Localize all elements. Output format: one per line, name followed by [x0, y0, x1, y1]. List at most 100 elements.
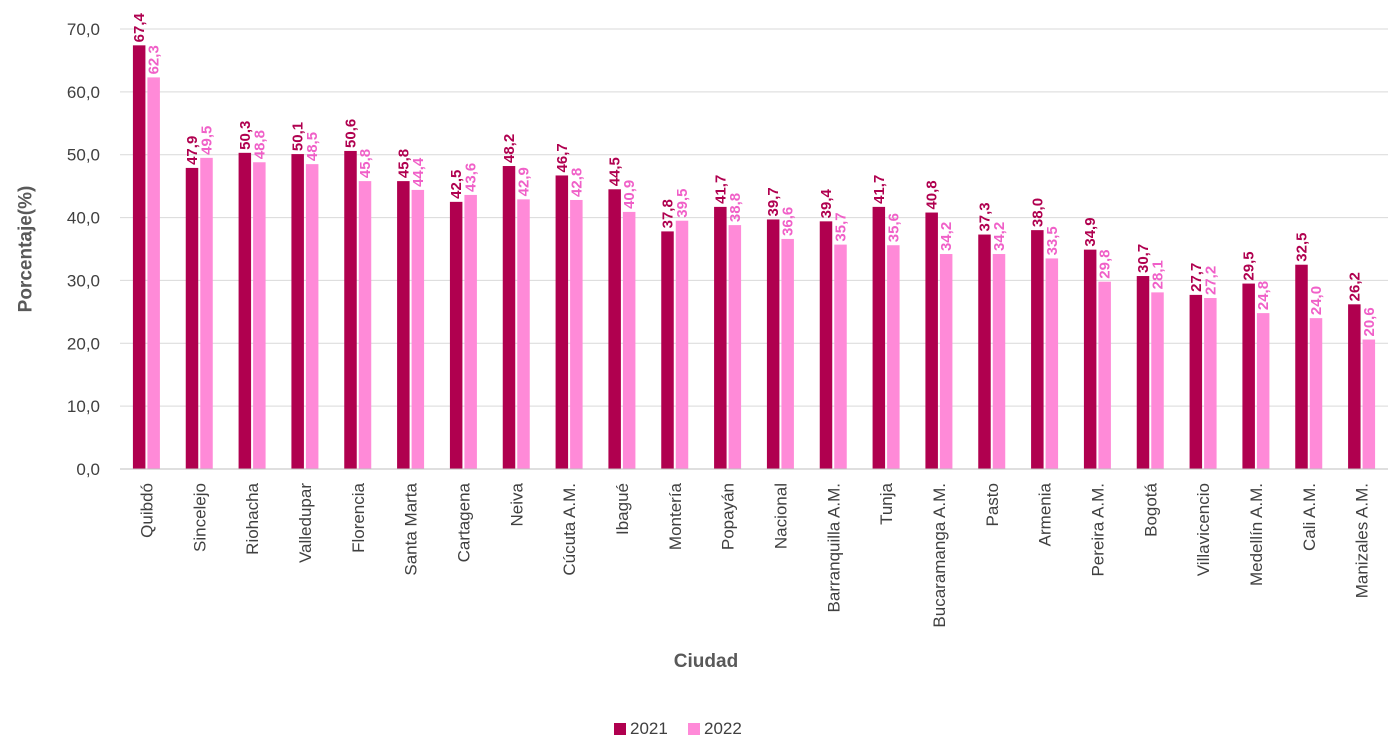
y-tick-label: 20,0: [67, 334, 100, 353]
data-label-2021: 37,3: [977, 202, 994, 231]
bar-2021: [397, 181, 410, 469]
data-label-2022: 29,8: [1097, 249, 1114, 278]
data-label-2021: 41,7: [712, 175, 729, 204]
bar-2021: [661, 231, 674, 469]
x-category-label: Montería: [666, 482, 685, 550]
bar-2022: [147, 77, 160, 470]
x-category-label: Tunja: [877, 482, 896, 524]
data-label-2022: 45,8: [357, 149, 374, 178]
data-label-2022: 35,6: [885, 213, 902, 242]
bar-2022: [939, 254, 953, 469]
x-category-label: Cúcuta A.M.: [560, 483, 579, 576]
legend-swatch-2021: [614, 723, 626, 735]
bars: [132, 45, 1376, 470]
bar-2021: [1348, 304, 1361, 469]
data-label-2021: 50,3: [237, 121, 254, 150]
bar-2021: [608, 189, 621, 470]
x-axis-title: Ciudad: [674, 651, 738, 672]
x-category-label: Ibagué: [613, 483, 632, 535]
bar-2021: [291, 154, 304, 470]
data-label-2021: 38,0: [1029, 198, 1046, 227]
data-label-2022: 27,2: [1202, 266, 1219, 295]
data-label-2021: 46,7: [554, 143, 571, 172]
bar-2022: [570, 199, 583, 469]
data-label-2022: 28,1: [1150, 260, 1167, 289]
data-label-2022: 49,5: [199, 126, 216, 155]
y-tick-label: 10,0: [67, 397, 100, 416]
data-label-2022: 20,6: [1361, 307, 1378, 336]
bar-2022: [728, 225, 742, 469]
data-label-2021: 27,7: [1188, 263, 1205, 292]
bar-2022: [1045, 258, 1059, 469]
bar-2022: [992, 254, 1006, 469]
bar-2021: [819, 221, 833, 469]
data-label-2021: 42,5: [448, 170, 465, 199]
data-label-2022: 34,2: [938, 222, 955, 251]
data-label-2021: 29,5: [1241, 251, 1258, 280]
bar-2022: [1256, 313, 1270, 469]
data-label-2021: 39,7: [765, 187, 782, 216]
x-category-label: Bucaramanga A.M.: [930, 483, 949, 628]
data-label-2022: 33,5: [1044, 226, 1061, 255]
bar-2021: [978, 234, 991, 469]
y-axis-title: Porcentaje(%): [16, 186, 37, 313]
bar-2022: [781, 238, 794, 469]
data-label-2021: 34,9: [1082, 217, 1099, 246]
bar-2022: [517, 199, 530, 470]
data-label-2021: 26,2: [1346, 272, 1363, 301]
y-axis-ticks: 0,0 10,0 20,0 30,0 40,0 50,0 60,0 70,0: [67, 20, 100, 479]
data-label-2021: 45,8: [395, 149, 412, 178]
data-label-2021: 30,7: [1135, 244, 1152, 273]
bar-2022: [305, 164, 319, 469]
data-label-2021: 48,2: [501, 134, 518, 163]
bar-2021: [1189, 294, 1203, 469]
bar-2022: [464, 194, 477, 469]
x-category-label: Santa Marta: [402, 482, 421, 575]
bar-2021: [1031, 230, 1044, 469]
x-category-label: Valledupar: [296, 483, 315, 563]
bar-2022: [1204, 298, 1217, 469]
x-category-label: Cali A.M.: [1300, 483, 1319, 551]
data-label-2021: 67,4: [131, 12, 148, 42]
legend-label-2021: 2021: [630, 719, 668, 738]
bar-2021: [132, 45, 146, 469]
data-label-2021: 50,1: [290, 122, 307, 151]
bar-2021: [449, 201, 463, 469]
bar-2021: [872, 206, 886, 469]
bar-2021: [1295, 264, 1308, 469]
bar-2022: [358, 181, 372, 469]
x-category-label: Pereira A.M.: [1088, 483, 1107, 577]
bar-2022: [675, 220, 689, 469]
bar-2021: [714, 206, 727, 469]
data-label-2022: 62,3: [146, 45, 163, 74]
y-tick-label: 70,0: [67, 20, 100, 39]
bar-2022: [200, 157, 213, 469]
x-category-label: Armenia: [1036, 482, 1055, 546]
data-label-2022: 36,6: [780, 207, 797, 236]
y-tick-label: 40,0: [67, 209, 100, 228]
y-tick-label: 30,0: [67, 271, 100, 290]
data-label-2022: 39,5: [674, 189, 691, 218]
y-tick-label: 60,0: [67, 83, 100, 102]
bar-2021: [1083, 249, 1097, 469]
x-category-label: Manizales A.M.: [1353, 483, 1372, 598]
x-axis-categories: Quibdó Sincelejo Riohacha Valledupar Florenc…: [137, 482, 1371, 627]
x-category-label: Riohacha: [243, 482, 262, 554]
bar-2021: [1242, 283, 1255, 469]
bar-2021: [185, 167, 199, 469]
x-category-label: Neiva: [507, 482, 526, 526]
data-label-2022: 42,9: [516, 167, 533, 196]
data-label-2021: 40,8: [924, 180, 941, 209]
bar-2022: [253, 162, 266, 469]
bar-2022: [411, 189, 425, 469]
data-label-2021: 32,5: [1294, 233, 1311, 262]
x-category-label: Sincelejo: [190, 483, 209, 552]
bar-2022: [1098, 281, 1111, 469]
x-category-label: Villavicencio: [1194, 483, 1213, 576]
x-category-label: Medellín A.M.: [1247, 483, 1266, 586]
x-category-label: Barranquilla A.M.: [824, 483, 843, 612]
data-label-2022: 24,8: [1255, 281, 1272, 310]
data-label-2022: 43,6: [463, 163, 480, 192]
data-label-2022: 44,4: [410, 157, 427, 187]
